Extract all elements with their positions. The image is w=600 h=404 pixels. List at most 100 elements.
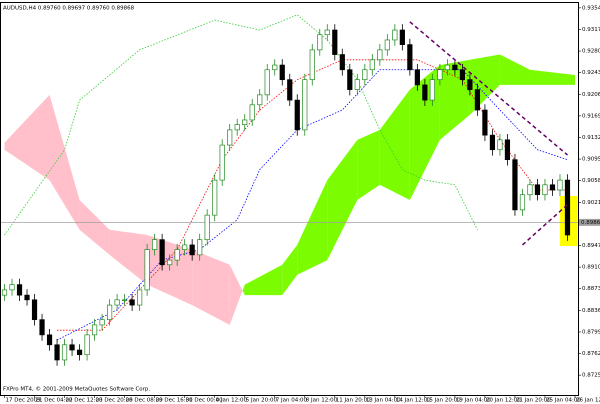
candle-body (234, 124, 240, 131)
candle-body (542, 184, 548, 196)
candle-body (459, 69, 466, 81)
candle-body (99, 319, 105, 326)
candle-body (272, 64, 278, 71)
candle-body (332, 29, 338, 55)
candle-body (354, 79, 360, 90)
x-tick-label: 21 Dec 04:00 (36, 398, 73, 404)
candle-body (264, 69, 270, 96)
cloud-segment (79, 199, 110, 255)
candle-body (534, 184, 541, 196)
cloud-segment (499, 54, 530, 85)
candle-body (114, 299, 120, 306)
cloud-segment (4, 94, 50, 181)
candle-body (242, 119, 248, 125)
candle-body (122, 299, 128, 301)
cloud-segment (327, 139, 358, 261)
x-tick-label: 28 Dec 08:00 (126, 398, 163, 404)
candle-body (362, 69, 368, 81)
candle-body (437, 69, 443, 81)
cloud-segment (529, 69, 575, 85)
candle-body (392, 29, 398, 41)
candle-body (302, 79, 308, 131)
candle-body (347, 69, 353, 90)
trendline (409, 21, 568, 156)
candle-body (69, 344, 75, 351)
x-tick-label: 19 Jan 04:00 (456, 398, 491, 404)
x-tick-label: 29 Dec 16:00 (156, 398, 193, 404)
x-tick-label: 26 Jan 12:00 (576, 398, 600, 404)
candle-body (182, 244, 188, 250)
candle-body (9, 284, 15, 291)
candle-body (1, 289, 8, 296)
candle-body (39, 319, 45, 336)
candle-body (279, 64, 285, 81)
candle-body (212, 179, 218, 216)
candle-body (84, 334, 90, 356)
candle-body (497, 139, 503, 151)
candle-body (557, 179, 563, 191)
cloud-segment (229, 264, 243, 325)
x-tick-label: 14 Jan 12:00 (396, 398, 431, 404)
x-tick-label: 31 Dec 00:00 (186, 398, 223, 404)
cloud-segment (109, 229, 148, 285)
candle-body (174, 249, 180, 261)
last-price-label: 0.89866 (581, 220, 600, 226)
y-tick-label: 0.87250 (582, 373, 600, 379)
plot-area (0, 14, 578, 366)
cloud-segment (379, 89, 410, 200)
x-tick-label: 5 Jan 20:00 (246, 398, 278, 404)
candle-body (377, 49, 383, 61)
candle-body (407, 44, 413, 71)
x-tick-label: 23 Dec 20:00 (96, 398, 133, 404)
candle-body (317, 34, 323, 51)
candle-body (339, 54, 345, 71)
candle-body (16, 284, 23, 296)
candle-body (54, 344, 60, 361)
candle-body (294, 99, 300, 131)
indicator-line (56, 69, 568, 341)
cloud-segment (297, 180, 328, 275)
x-tick-label: 21 Jan 20:00 (516, 398, 551, 404)
cloud-segment (242, 284, 245, 296)
candle-body (106, 304, 113, 321)
candle-body (429, 79, 435, 101)
cloud-segment (49, 94, 80, 230)
candle-body (309, 49, 315, 81)
candle-body (489, 134, 496, 151)
candle-body (129, 299, 135, 306)
candle-body (257, 94, 263, 106)
candle-body (287, 79, 293, 101)
cloud-segment (282, 244, 298, 296)
candle-body (197, 239, 203, 256)
candle-body (414, 69, 420, 86)
x-tick-label: 17 Dec 2009 (6, 398, 42, 404)
cloud-segment (244, 264, 283, 296)
candle-body (46, 334, 53, 346)
candle-body (384, 39, 390, 51)
candle-body (549, 184, 556, 191)
candle-body (144, 249, 150, 291)
footer-note: FXPro MT4, © 2001-2009 MetaQuotes Softwa… (3, 386, 150, 393)
candle-body (512, 159, 518, 211)
plot-frame (0, 2, 579, 396)
candle-body (249, 104, 255, 121)
candle-body (482, 109, 488, 136)
cloud-segment (192, 249, 230, 325)
candle-body (527, 184, 533, 196)
trendline (521, 204, 568, 246)
candle-body (219, 144, 225, 181)
candle-body (324, 29, 330, 36)
candle-body (369, 59, 375, 71)
last-price-box (579, 218, 600, 226)
cloud-segment (357, 129, 380, 200)
candle-body (159, 239, 165, 266)
candle-body (452, 64, 458, 71)
